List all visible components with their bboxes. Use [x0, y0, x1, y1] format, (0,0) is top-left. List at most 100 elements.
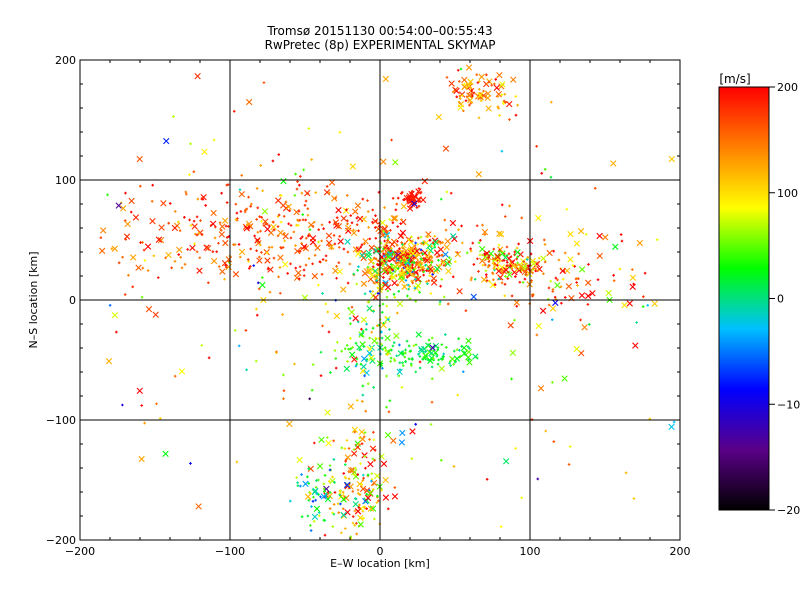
data-point-plus	[140, 404, 144, 407]
data-point-plus	[271, 159, 275, 163]
data-point-plus	[433, 243, 436, 246]
data-point-plus	[543, 167, 547, 171]
data-point-plus	[503, 215, 507, 218]
data-point-plus	[400, 269, 403, 273]
data-point-plus	[417, 191, 420, 195]
data-point-plus	[224, 264, 227, 267]
data-point-x	[485, 105, 492, 112]
data-point-plus	[409, 349, 413, 353]
data-point-plus	[301, 235, 304, 239]
data-point-plus	[281, 313, 284, 316]
data-point-plus	[312, 220, 316, 224]
data-point-plus	[245, 368, 248, 372]
data-point-plus	[521, 281, 525, 284]
data-point-plus	[405, 339, 409, 343]
data-point-plus	[343, 475, 347, 479]
data-point-plus	[277, 213, 281, 217]
data-point-plus	[431, 357, 435, 360]
data-point-plus	[514, 447, 517, 450]
data-point-plus	[246, 258, 250, 261]
data-point-plus	[309, 529, 313, 532]
data-point-x	[456, 288, 463, 295]
data-point-x	[559, 267, 566, 275]
data-point-plus	[158, 417, 162, 420]
data-point-plus	[178, 229, 182, 232]
data-point-x	[405, 194, 413, 201]
data-point-plus	[372, 281, 376, 285]
data-point-plus	[341, 507, 345, 511]
data-point-plus	[456, 393, 459, 397]
data-point-x	[389, 241, 396, 248]
data-point-x	[636, 239, 644, 247]
data-point-plus	[355, 216, 359, 220]
data-point-x	[219, 223, 226, 230]
data-point-plus	[503, 92, 507, 96]
data-point-plus	[270, 245, 274, 249]
data-point-plus	[151, 183, 154, 187]
data-point-plus	[492, 278, 495, 281]
data-point-x	[457, 104, 464, 111]
data-point-plus	[398, 247, 401, 251]
data-point-plus	[406, 294, 409, 298]
data-point-plus	[334, 357, 338, 360]
data-point-x	[397, 350, 405, 357]
data-point-x	[358, 428, 366, 436]
data-point-plus	[487, 80, 491, 84]
data-point-x	[509, 262, 517, 270]
data-point-plus	[442, 264, 446, 267]
data-point-plus	[375, 279, 378, 282]
data-point-x	[351, 356, 358, 363]
data-point-plus	[342, 472, 346, 475]
data-point-plus	[268, 290, 272, 294]
data-point-plus	[381, 250, 384, 253]
data-point-x	[351, 468, 358, 476]
data-point-plus	[446, 302, 450, 306]
data-point-x	[325, 239, 333, 247]
data-point-plus	[493, 283, 497, 286]
data-point-plus	[565, 207, 569, 211]
data-point-plus	[537, 256, 541, 260]
data-point-x	[157, 237, 165, 244]
data-point-plus	[409, 269, 413, 273]
data-point-plus	[435, 354, 439, 358]
data-point-plus	[472, 263, 476, 266]
data-point-plus	[482, 89, 485, 93]
data-point-plus	[382, 322, 385, 325]
data-point-plus	[389, 249, 393, 253]
data-point-plus	[492, 267, 496, 270]
data-point-plus	[167, 221, 170, 225]
data-point-plus	[332, 234, 336, 237]
data-point-plus	[343, 447, 347, 450]
data-point-plus	[267, 224, 271, 228]
data-point-plus	[254, 359, 258, 363]
data-point-x	[430, 279, 438, 286]
data-point-x	[352, 315, 359, 322]
data-point-plus	[463, 82, 466, 86]
data-point-plus	[302, 268, 306, 272]
data-point-plus	[300, 473, 303, 476]
data-point-plus	[632, 497, 636, 500]
data-point-plus	[385, 241, 389, 245]
data-point-x	[115, 202, 122, 209]
data-point-x	[422, 239, 430, 247]
data-point-x	[602, 234, 609, 241]
data-point-plus	[354, 341, 358, 345]
data-point-plus	[227, 225, 230, 228]
data-point-plus	[392, 341, 396, 344]
data-point-x	[632, 342, 639, 349]
data-point-plus	[393, 270, 397, 273]
data-point-plus	[452, 90, 455, 93]
data-point-x	[318, 436, 325, 443]
data-point-plus	[435, 255, 439, 259]
data-point-x	[218, 231, 225, 238]
data-point-plus	[255, 313, 259, 317]
data-point-plus	[334, 366, 338, 370]
data-point-x	[280, 202, 287, 209]
data-point-plus	[384, 316, 388, 319]
data-point-plus	[526, 256, 530, 259]
data-point-x	[111, 311, 119, 319]
data-point-plus	[503, 294, 506, 298]
data-point-plus	[324, 302, 328, 306]
data-point-plus	[256, 281, 260, 285]
data-point-plus	[306, 475, 309, 479]
